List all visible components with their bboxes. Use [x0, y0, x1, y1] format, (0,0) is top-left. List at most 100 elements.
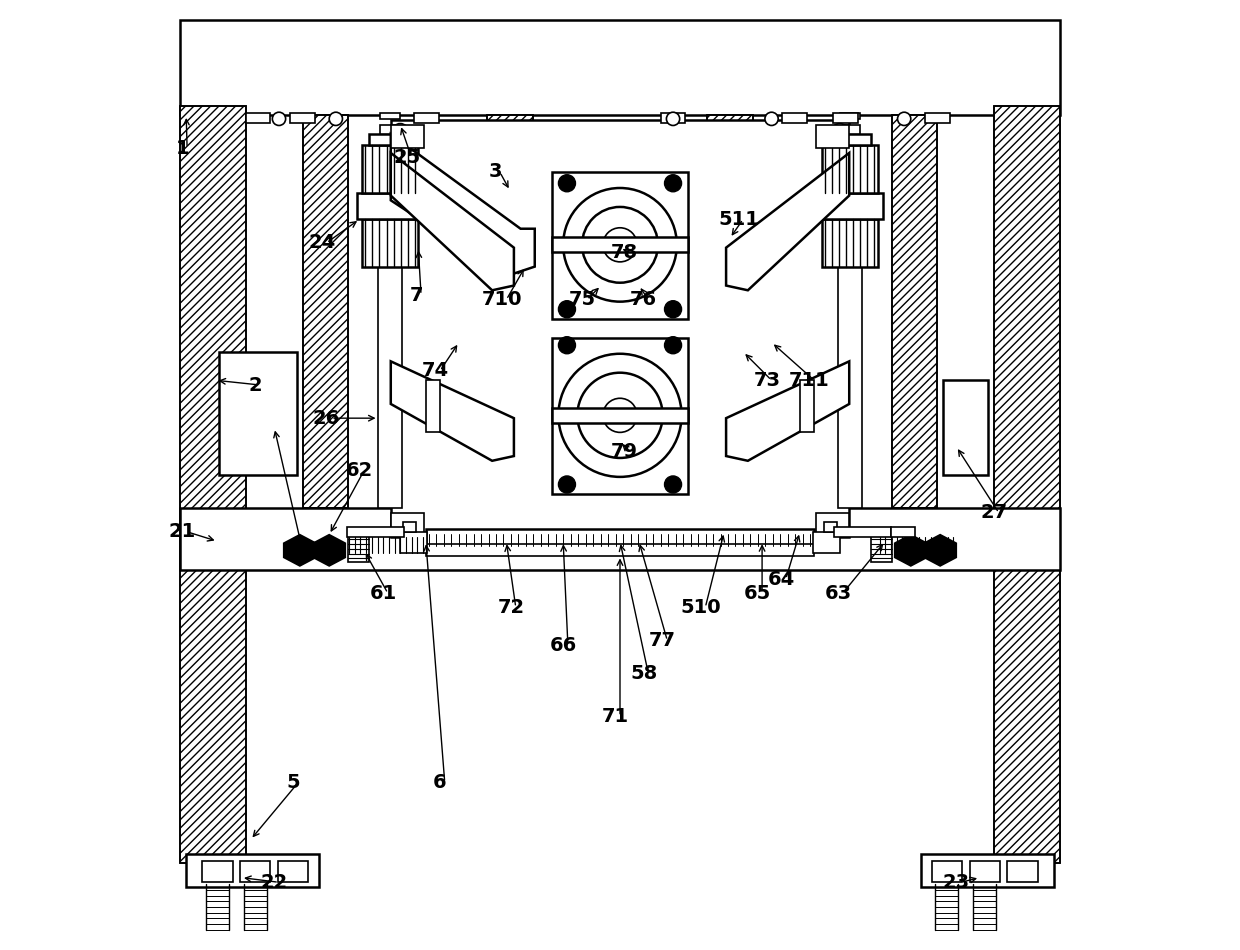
Circle shape [665, 175, 682, 192]
Bar [202, 862, 233, 883]
Circle shape [666, 112, 680, 125]
Bar [827, 135, 847, 142]
Bar [246, 113, 270, 123]
Bar [487, 115, 533, 389]
Bar [362, 219, 418, 267]
Polygon shape [284, 535, 316, 566]
Circle shape [329, 112, 342, 125]
Bar [870, 528, 892, 562]
Bar [816, 124, 849, 148]
Text: 710: 710 [481, 291, 522, 310]
Text: 51: 51 [284, 542, 311, 560]
Circle shape [603, 398, 637, 432]
Bar [822, 145, 878, 193]
Bar [381, 113, 401, 119]
Bar [1007, 862, 1038, 883]
Text: 65: 65 [744, 584, 771, 603]
Polygon shape [727, 361, 849, 461]
Text: 23: 23 [942, 873, 970, 892]
Bar [552, 337, 688, 494]
Bar [381, 124, 401, 134]
Bar [822, 219, 878, 267]
Polygon shape [727, 153, 849, 291]
Bar [994, 105, 1060, 864]
Text: 58: 58 [630, 664, 657, 683]
Text: 76: 76 [630, 291, 657, 310]
Bar [414, 113, 439, 123]
Polygon shape [391, 153, 513, 291]
Bar [942, 380, 988, 475]
Bar [241, 862, 270, 883]
Bar [833, 113, 858, 123]
Circle shape [665, 336, 682, 353]
Bar [303, 115, 348, 508]
Text: 78: 78 [611, 243, 639, 262]
Bar [839, 113, 859, 119]
Bar [707, 115, 753, 389]
Polygon shape [895, 535, 928, 566]
Text: 79: 79 [611, 442, 639, 461]
Text: 71: 71 [601, 707, 629, 726]
Text: 72: 72 [497, 598, 525, 618]
Bar [931, 862, 962, 883]
Bar [921, 854, 1054, 887]
Circle shape [558, 175, 575, 192]
Bar [180, 105, 246, 864]
Circle shape [578, 372, 662, 458]
Text: 6: 6 [433, 773, 446, 792]
Bar [186, 854, 319, 887]
Text: 26: 26 [312, 408, 340, 428]
Circle shape [898, 112, 911, 125]
Bar [425, 529, 815, 546]
Bar [391, 120, 849, 537]
Polygon shape [391, 134, 534, 276]
Bar [552, 172, 688, 318]
Text: 1: 1 [176, 139, 190, 158]
Circle shape [582, 207, 658, 283]
Text: 64: 64 [768, 570, 795, 589]
Bar [816, 193, 883, 219]
Text: 22: 22 [260, 873, 288, 892]
Bar [219, 352, 298, 475]
Bar [890, 527, 915, 537]
Bar [403, 522, 417, 532]
Bar [391, 124, 424, 148]
Text: 3: 3 [489, 162, 502, 181]
Bar [362, 145, 418, 193]
Bar [823, 522, 837, 532]
Text: 25: 25 [393, 148, 420, 167]
Polygon shape [312, 535, 345, 566]
Bar [180, 105, 246, 864]
Bar [180, 20, 1060, 115]
Text: 74: 74 [422, 361, 449, 380]
Bar [425, 380, 440, 432]
Text: 21: 21 [169, 522, 196, 541]
Bar [782, 113, 806, 123]
Text: 61: 61 [370, 584, 397, 603]
Bar [393, 135, 413, 142]
Text: 66: 66 [549, 636, 577, 655]
Bar [838, 224, 862, 508]
Bar [839, 124, 859, 134]
Text: 77: 77 [649, 631, 676, 650]
Bar [828, 134, 870, 145]
Text: 7: 7 [409, 286, 423, 305]
Text: 73: 73 [754, 370, 780, 389]
Bar [401, 532, 427, 553]
Bar [347, 527, 404, 537]
Bar [816, 513, 849, 537]
Circle shape [563, 188, 677, 302]
Bar [487, 115, 533, 389]
Circle shape [558, 301, 575, 317]
Polygon shape [391, 361, 513, 461]
Bar [290, 113, 315, 123]
Bar [835, 527, 890, 537]
Text: 75: 75 [569, 291, 595, 310]
Text: 2: 2 [248, 375, 262, 394]
Circle shape [603, 228, 637, 262]
Text: 511: 511 [718, 210, 759, 229]
Bar [892, 115, 937, 508]
Bar [661, 113, 686, 123]
Bar [552, 238, 688, 253]
Text: 63: 63 [825, 584, 852, 603]
